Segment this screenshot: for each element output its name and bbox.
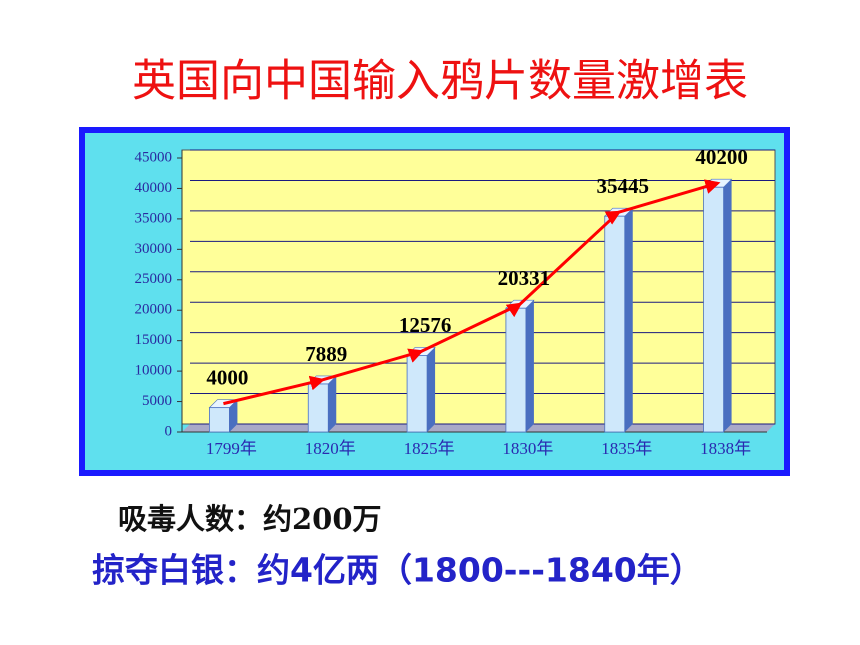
bar-side xyxy=(229,399,238,432)
x-tick-label: 1799年 xyxy=(206,439,257,458)
data-label: 40200 xyxy=(695,145,748,169)
bar xyxy=(505,307,527,433)
bar xyxy=(604,215,626,433)
data-label: 20331 xyxy=(498,266,551,290)
data-label: 7889 xyxy=(305,342,347,366)
bar-side xyxy=(328,375,337,432)
x-tick-label: 1830年 xyxy=(502,439,553,458)
x-tick-label: 1835年 xyxy=(601,439,652,458)
bar-side xyxy=(723,179,732,432)
bar xyxy=(406,355,428,433)
bar xyxy=(307,383,329,433)
note: 吸毒人数：约200万 xyxy=(118,502,382,536)
y-tick-label: 35000 xyxy=(135,210,173,226)
y-tick-label: 30000 xyxy=(135,241,173,257)
bar xyxy=(209,407,230,433)
y-tick-label: 45000 xyxy=(135,149,173,165)
bar xyxy=(703,186,724,433)
y-tick-label: 0 xyxy=(165,423,173,439)
data-label: 4000 xyxy=(206,365,248,389)
data-label: 35445 xyxy=(597,174,650,198)
y-tick-label: 20000 xyxy=(135,302,173,318)
x-tick-label: 1820年 xyxy=(305,439,356,458)
y-tick-label: 15000 xyxy=(135,332,173,348)
y-tick-label: 5000 xyxy=(142,393,172,409)
bar-side xyxy=(624,208,633,432)
data-label: 12576 xyxy=(399,313,452,337)
y-tick-label: 25000 xyxy=(135,271,173,287)
bar-side xyxy=(525,300,534,432)
x-tick-label: 1838年 xyxy=(700,439,751,458)
y-tick-label: 40000 xyxy=(135,180,173,196)
trend-line xyxy=(223,179,721,406)
chart-title: 英国向中国输入鸦片数量激增表 xyxy=(132,56,748,107)
y-tick-label: 10000 xyxy=(135,363,173,379)
bar-side xyxy=(427,347,436,432)
x-tick-label: 1825年 xyxy=(404,439,455,458)
floor xyxy=(182,424,775,432)
note: 掠夺白银：约4亿两（1800---1840年） xyxy=(92,551,703,590)
